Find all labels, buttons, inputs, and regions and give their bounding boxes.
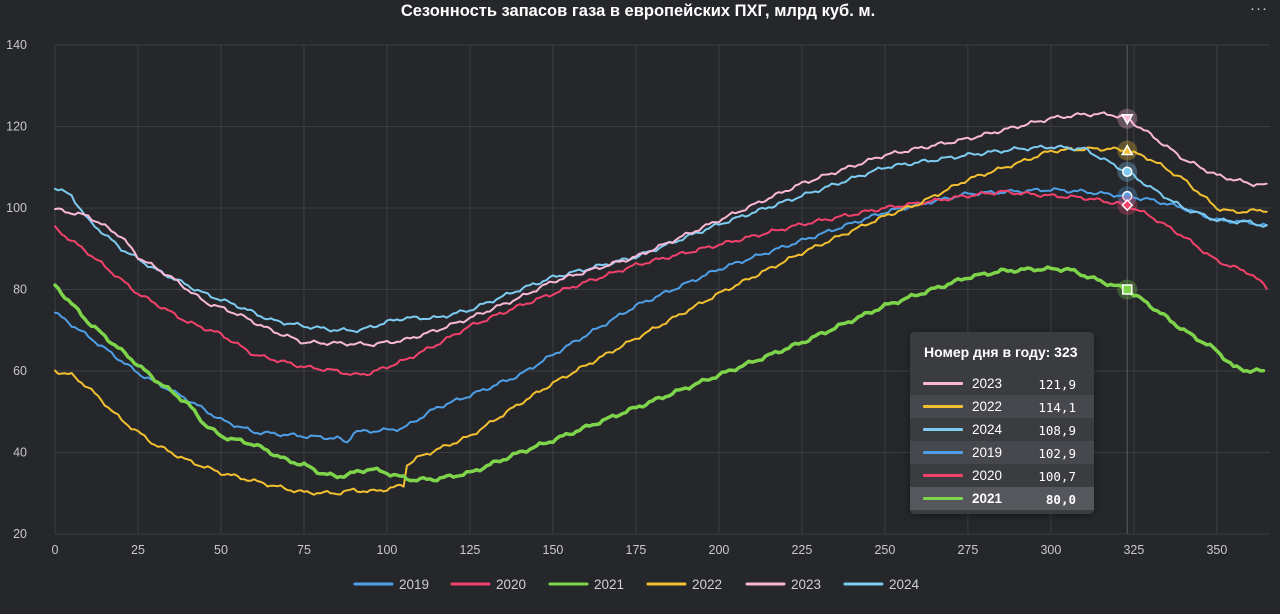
tooltip-series-name: 2020 (972, 468, 1003, 483)
x-tick-label: 125 (460, 543, 481, 557)
tooltip-row: 2020 100,7 (910, 464, 1094, 487)
y-tick-label: 20 (13, 527, 27, 541)
x-tick-label: 275 (957, 543, 978, 557)
y-tick-label: 140 (6, 38, 27, 52)
y-tick-label: 60 (13, 364, 27, 378)
tooltip-series-value: 108,9 (1038, 423, 1076, 438)
legend-label-2024[interactable]: 2024 (889, 577, 920, 592)
legend-label-2021[interactable]: 2021 (594, 577, 624, 592)
marker-2022 (1120, 143, 1134, 156)
legend-label-2023[interactable]: 2023 (791, 577, 821, 592)
tooltip-series-name: 2019 (972, 445, 1003, 460)
series-line-2023[interactable] (54, 111, 1268, 348)
marker-2024 (1122, 166, 1133, 177)
more-horizontal-icon[interactable]: ··· (1250, 0, 1268, 17)
legend-label-2020[interactable]: 2020 (496, 577, 526, 592)
series-line-2021[interactable] (53, 265, 1266, 483)
x-tick-label: 100 (377, 543, 398, 557)
x-tick-label: 350 (1206, 543, 1227, 557)
x-tick-label: 175 (626, 543, 647, 557)
tooltip-swatch (923, 497, 963, 500)
legend-label-2019[interactable]: 2019 (399, 577, 429, 592)
marker-2020 (1121, 199, 1134, 212)
tooltip-swatch (923, 382, 963, 385)
tooltip-series-value: 114,1 (1038, 400, 1076, 415)
y-tick-label: 120 (6, 120, 27, 134)
x-tick-label: 0 (52, 543, 59, 557)
tooltip-series-name: 2021 (972, 491, 1003, 506)
tooltip-series-value: 80,0 (1045, 492, 1076, 507)
x-tick-label: 225 (791, 543, 812, 557)
y-tick-label: 80 (13, 283, 27, 297)
x-tick-label: 50 (214, 543, 228, 557)
x-tick-label: 250 (874, 543, 895, 557)
tooltip-series-value: 121,9 (1038, 377, 1076, 392)
tooltip-row-highlighted: 2021 80,0 (910, 487, 1094, 510)
tooltip-series-value: 100,7 (1038, 469, 1076, 484)
tooltip-swatch (923, 474, 963, 477)
tooltip-header: Номер дня в году: 323 (924, 344, 1078, 360)
legend-label-2022[interactable]: 2022 (692, 577, 722, 592)
series-line-2024[interactable] (54, 144, 1268, 334)
x-tick-label: 75 (297, 543, 311, 557)
y-tick-label: 40 (13, 446, 27, 460)
y-axis-labels: 20 40 60 80 100 120 140 (6, 38, 27, 541)
tooltip-row: 2019 102,9 (910, 441, 1094, 464)
tooltip-row: 2023 121,9 (910, 372, 1094, 395)
x-tick-label: 200 (709, 543, 730, 557)
series-line-2019[interactable] (54, 187, 1268, 444)
series-line-2020[interactable] (54, 189, 1268, 377)
tooltip-swatch (923, 451, 963, 454)
marker-2021 (1122, 284, 1133, 295)
chart-title: Сезонность запасов газа в европейских ПХ… (400, 2, 876, 20)
x-axis-labels: 0 25 50 75 100 125 150 175 200 225 250 275 300 325 350 (52, 543, 1228, 557)
tooltip-series-name: 2022 (972, 399, 1003, 414)
x-tick-label: 325 (1123, 543, 1144, 557)
tooltip-row: 2024 108,9 (910, 418, 1094, 441)
legend: 2019 2020 2021 2022 2023 2024 (353, 577, 920, 592)
tooltip-swatch (923, 405, 963, 408)
x-tick-label: 150 (543, 543, 564, 557)
tooltip: Номер дня в году: 323 2023 121,9 2022 11… (910, 332, 1094, 514)
series-markers (1117, 108, 1138, 300)
series-lines (53, 111, 1268, 496)
tooltip-row: 2022 114,1 (910, 395, 1094, 418)
y-tick-label: 100 (6, 201, 27, 215)
x-tick-label: 25 (131, 543, 145, 557)
tooltip-series-value: 102,9 (1038, 446, 1076, 461)
marker-2023 (1120, 114, 1134, 126)
tooltip-series-name: 2023 (972, 376, 1003, 391)
x-tick-label: 300 (1040, 543, 1061, 557)
tooltip-series-name: 2024 (972, 422, 1003, 437)
tooltip-swatch (923, 428, 963, 431)
series-line-2022[interactable] (54, 146, 1268, 496)
